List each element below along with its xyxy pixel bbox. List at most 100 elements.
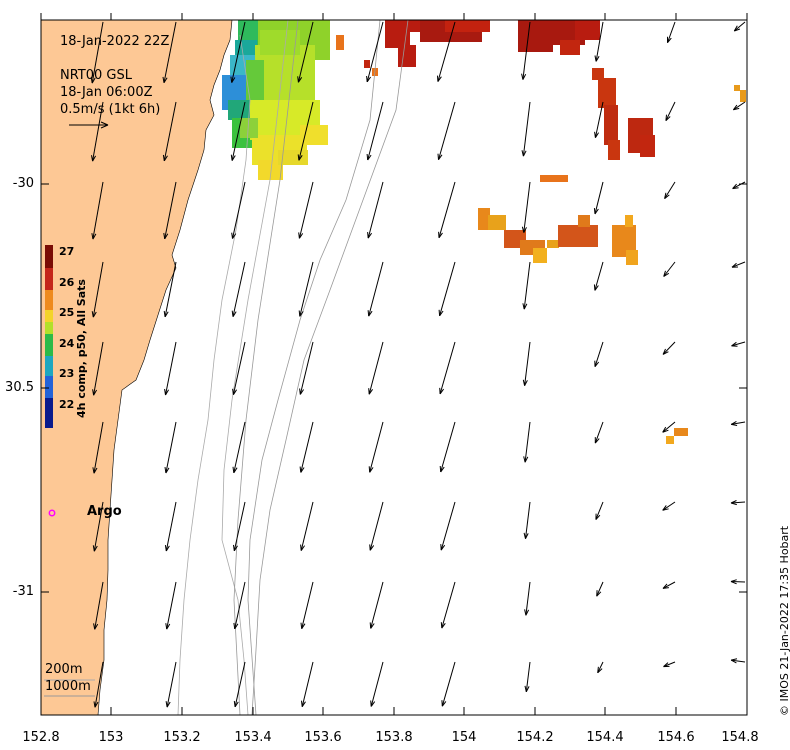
current-vector: [234, 661, 246, 708]
current-vector: [164, 181, 177, 239]
current-vector: [164, 261, 177, 317]
current-vector: [92, 101, 104, 162]
current-vector: [667, 21, 676, 43]
current-vector: [439, 261, 456, 316]
current-vector-head: [662, 426, 667, 433]
x-tick-label: 153: [98, 730, 124, 745]
current-vector: [731, 659, 746, 663]
current-vector: [437, 21, 456, 82]
current-vector-head: [521, 73, 524, 80]
current-vector-head: [664, 194, 670, 199]
current-vector: [298, 181, 314, 239]
current-vector-head: [369, 544, 371, 551]
current-vector-head: [233, 467, 238, 474]
land-mass: [40, 19, 233, 716]
current-vector: [93, 501, 104, 552]
current-vector-head: [663, 272, 670, 277]
colorbar-tick-22: 22: [59, 398, 75, 411]
current-vector: [165, 421, 177, 474]
x-tick-label: 153.8: [375, 730, 413, 745]
current-vector: [525, 501, 531, 539]
legend-1000m-label: 1000m: [45, 679, 91, 694]
current-vector: [594, 421, 604, 444]
x-tick-label: 154.2: [516, 730, 554, 745]
current-vector-head: [91, 155, 94, 162]
current-vector: [297, 21, 314, 83]
current-vector: [594, 341, 604, 367]
current-vector: [730, 581, 746, 583]
x-tick-label: 154.8: [721, 730, 759, 745]
current-vector-head: [593, 284, 596, 291]
current-vector: [301, 661, 314, 707]
current-vector-head: [597, 666, 599, 673]
current-vectors: [90, 21, 746, 708]
current-vector-head: [662, 587, 669, 589]
current-vector-head: [93, 623, 96, 630]
current-vector-head: [300, 467, 305, 473]
current-vector-head: [297, 77, 303, 83]
current-vector: [595, 501, 604, 520]
current-vector: [594, 181, 604, 215]
current-vector-head: [665, 116, 671, 122]
current-vector: [523, 261, 531, 310]
current-vector-head: [165, 389, 170, 396]
current-vector-head: [730, 502, 737, 506]
current-vector-head: [162, 76, 165, 83]
current-vector-head: [297, 154, 300, 161]
current-vector-head: [522, 73, 527, 80]
x-tick-label: 152.8: [22, 730, 60, 745]
x-tick-label: 154: [451, 730, 477, 745]
current-vector-head: [523, 227, 527, 233]
current-vector-head: [369, 467, 374, 473]
current-vector: [166, 581, 177, 630]
current-vector-head: [370, 623, 375, 629]
current-vector: [731, 341, 746, 347]
current-vector: [94, 581, 104, 630]
current-vector: [165, 501, 177, 552]
current-vector-head: [525, 533, 529, 539]
current-vector-head: [370, 701, 376, 707]
current-vector-head: [731, 423, 738, 426]
colorbar-tick-25: 25: [59, 306, 75, 319]
current-vector-head: [665, 114, 667, 121]
current-vector: [233, 421, 246, 473]
current-vector-head: [299, 466, 302, 473]
current-vector: [232, 181, 246, 239]
current-vector-head: [368, 310, 373, 317]
current-vector-head: [439, 310, 444, 317]
current-vector: [441, 661, 456, 707]
current-vector-head: [301, 623, 306, 629]
current-vector: [163, 21, 177, 83]
current-vector-head: [439, 388, 445, 395]
current-vector: [93, 421, 104, 474]
current-vector-head: [92, 155, 97, 162]
current-vector-head: [232, 388, 234, 395]
current-vector-head: [524, 609, 527, 616]
current-vector-head: [734, 28, 741, 32]
current-vector-head: [234, 701, 239, 708]
current-vector-head: [523, 532, 526, 539]
current-vector-head: [92, 467, 95, 474]
current-vector: [231, 21, 246, 83]
current-vector: [367, 181, 384, 239]
current-vector-head: [368, 388, 370, 395]
current-vector-head: [663, 662, 669, 667]
current-vector-head: [367, 232, 373, 239]
current-vector: [596, 581, 604, 597]
current-vector: [441, 581, 456, 629]
current-vector-head: [231, 77, 236, 83]
current-vector: [523, 181, 531, 233]
current-vector-head: [298, 155, 303, 161]
x-tick-label: 153.2: [163, 730, 201, 745]
current-vector: [300, 421, 314, 473]
current-vector-head: [663, 270, 666, 277]
current-vector-head: [91, 233, 94, 240]
current-vector: [301, 581, 314, 629]
current-vector-head: [164, 545, 167, 552]
current-vector-head: [162, 154, 165, 161]
current-vector: [438, 101, 456, 160]
current-vector: [731, 421, 746, 425]
colorbar-tick-27: 27: [59, 245, 75, 258]
current-vector-head: [299, 388, 301, 395]
